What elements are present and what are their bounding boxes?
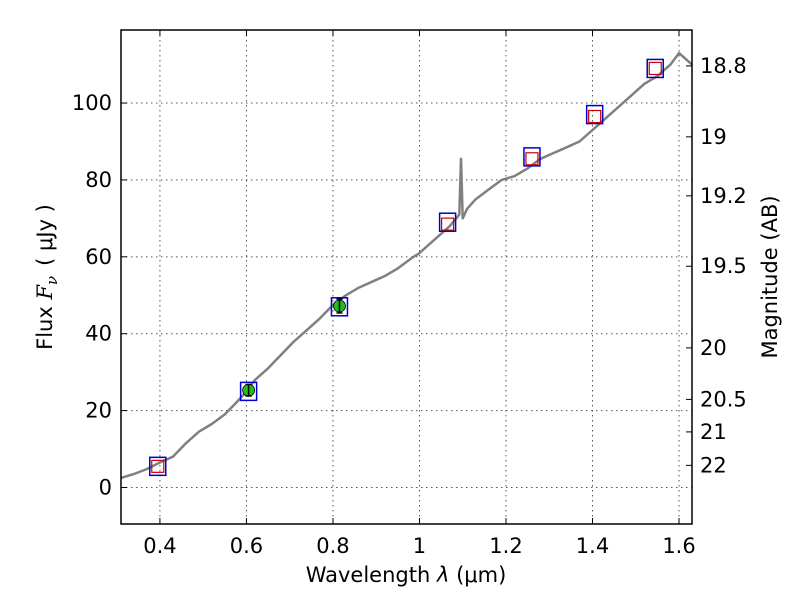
y2-tick-label: 22 xyxy=(700,453,727,477)
photometry-marker xyxy=(646,58,664,79)
y2-tick-label: 21 xyxy=(700,420,727,444)
spectrum-line xyxy=(120,51,693,480)
x-tick-label: 1.6 xyxy=(662,534,695,558)
model-point-marker xyxy=(525,152,539,166)
y-axis-title: Flux Fν( μJy ) xyxy=(33,204,61,350)
y2-tick-label: 20 xyxy=(700,336,727,360)
grid xyxy=(121,30,692,524)
y2-axis-title: Magnitude (AB) xyxy=(758,195,782,358)
tick-labels: 0.4 0.6 0.8 1 1.2 1.4 1.6 0 20 40 60 80 100 18.8 19 19.… xyxy=(72,54,747,558)
y-tick-label: 20 xyxy=(85,399,112,423)
y-tick-label: 0 xyxy=(99,475,112,499)
x-tick-label: 0.4 xyxy=(143,534,176,558)
y2-tick-label: 19 xyxy=(700,125,727,149)
plot-frame xyxy=(120,29,693,525)
x-axis-symbol: λ xyxy=(436,563,449,587)
x-tick-label: 1.2 xyxy=(489,534,522,558)
y-tick-label: 80 xyxy=(85,168,112,192)
y2-tick-label: 20.5 xyxy=(700,387,747,411)
y-tick-label: 40 xyxy=(85,322,112,346)
x-axis-title: Wavelength λ (μm) xyxy=(306,563,507,587)
photometry-marker xyxy=(585,104,604,125)
y-tick-label: 60 xyxy=(85,245,112,269)
y-axis-subscript: ν xyxy=(43,276,61,285)
x-tick-label: 1.4 xyxy=(576,534,609,558)
model-point-marker xyxy=(588,109,602,124)
y-tick-label: 100 xyxy=(72,91,112,115)
plot-background xyxy=(121,30,692,524)
photometry-marker xyxy=(438,212,457,232)
x-tick-label: 1 xyxy=(413,534,426,558)
photometry-marker xyxy=(330,297,349,317)
photometry-marker xyxy=(239,381,258,402)
x-tick-label: 0.6 xyxy=(230,534,263,558)
model-point-marker xyxy=(440,217,455,231)
series xyxy=(120,51,693,480)
axis-ticks xyxy=(121,30,692,524)
photometry-marker xyxy=(149,456,167,477)
model-point-marker xyxy=(151,459,165,473)
y2-tick-label: 19.2 xyxy=(700,184,747,208)
photometry-marker xyxy=(523,147,541,167)
y-axis-symbol: F xyxy=(33,284,57,301)
y2-tick-label: 19.5 xyxy=(700,254,747,278)
model-point-marker xyxy=(648,61,662,76)
x-tick-label: 0.8 xyxy=(316,534,349,558)
y2-tick-label: 18.8 xyxy=(700,54,747,78)
